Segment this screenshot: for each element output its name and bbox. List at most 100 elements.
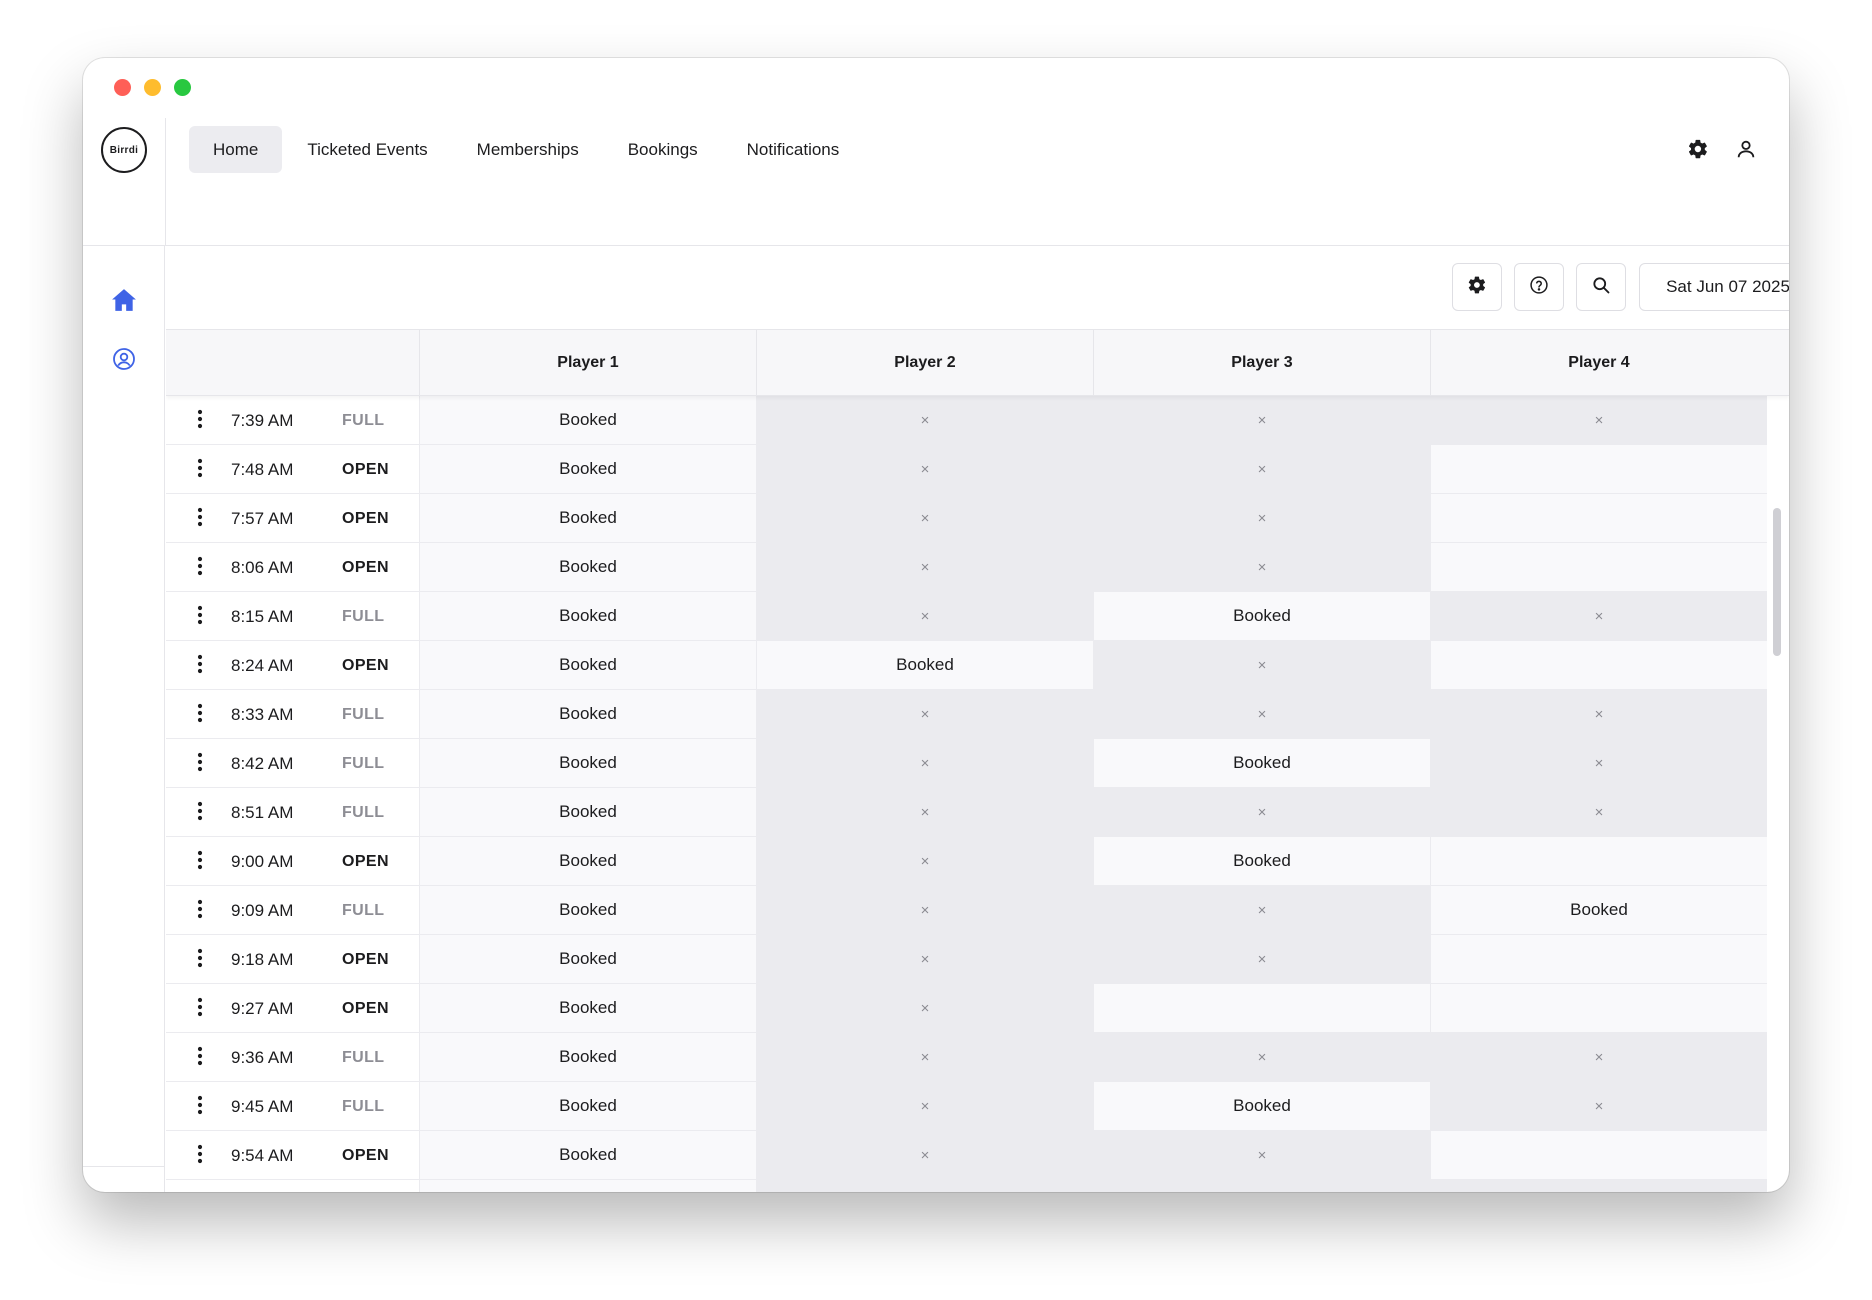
player-3-slot[interactable]: Booked xyxy=(1093,837,1430,886)
player-2-slot[interactable]: × xyxy=(756,1180,1093,1192)
player-4-slot[interactable]: × xyxy=(1430,690,1767,739)
grid-scrollbar[interactable] xyxy=(1773,508,1781,656)
zoom-window-button[interactable] xyxy=(174,79,191,96)
settings-button[interactable] xyxy=(1452,263,1502,311)
player-1-slot[interactable]: Booked xyxy=(419,886,756,935)
player-3-slot[interactable]: × xyxy=(1093,1033,1430,1082)
search-button[interactable] xyxy=(1576,263,1626,311)
player-3-slot[interactable]: × xyxy=(1093,641,1430,690)
more-vertical-icon[interactable] xyxy=(194,1142,206,1166)
player-2-slot[interactable]: × xyxy=(756,1082,1093,1131)
player-3-slot[interactable]: Booked xyxy=(1093,592,1430,641)
player-2-slot[interactable]: × xyxy=(756,1131,1093,1180)
player-2-slot[interactable]: × xyxy=(756,935,1093,984)
player-2-slot[interactable]: × xyxy=(756,788,1093,837)
player-3-slot[interactable]: × xyxy=(1093,445,1430,494)
more-vertical-icon[interactable] xyxy=(194,603,206,627)
player-3-slot[interactable]: × xyxy=(1093,543,1430,592)
tab-ticketed-events[interactable]: Ticketed Events xyxy=(307,139,428,159)
tee-time-row[interactable]: 8:15 AM FULL Booked × Booked × xyxy=(166,592,1789,641)
tee-time-row[interactable]: 7:39 AM FULL Booked × × × xyxy=(166,396,1789,445)
player-1-slot[interactable]: Booked xyxy=(419,445,756,494)
tee-time-row[interactable]: 9:09 AM FULL Booked × × Booked xyxy=(166,886,1789,935)
player-1-slot[interactable]: Booked xyxy=(419,837,756,886)
player-3-slot[interactable]: × xyxy=(1093,886,1430,935)
more-vertical-icon[interactable] xyxy=(194,848,206,872)
tee-time-row[interactable]: 8:24 AM OPEN Booked Booked × xyxy=(166,641,1789,690)
player-4-slot[interactable]: × xyxy=(1430,592,1767,641)
player-1-slot[interactable]: Booked xyxy=(419,396,756,445)
tee-time-row[interactable]: 9:45 AM FULL Booked × Booked × xyxy=(166,1082,1789,1131)
more-vertical-icon[interactable] xyxy=(194,1093,206,1117)
player-1-slot[interactable]: Booked xyxy=(419,935,756,984)
tab-memberships[interactable]: Memberships xyxy=(476,139,579,159)
player-4-slot[interactable] xyxy=(1430,984,1767,1033)
player-1-slot[interactable]: Booked xyxy=(419,984,756,1033)
player-2-slot[interactable]: × xyxy=(756,543,1093,592)
more-vertical-icon[interactable] xyxy=(194,456,206,480)
player-1-slot[interactable]: Booked xyxy=(419,1082,756,1131)
player-4-slot[interactable] xyxy=(1430,837,1767,886)
tee-time-row[interactable]: 7:57 AM OPEN Booked × × xyxy=(166,494,1789,543)
player-3-slot[interactable] xyxy=(1093,984,1430,1033)
player-3-slot[interactable]: × xyxy=(1093,788,1430,837)
player-1-slot[interactable]: Booked xyxy=(419,494,756,543)
user-icon[interactable] xyxy=(1733,136,1759,162)
tee-time-row[interactable]: 7:48 AM OPEN Booked × × xyxy=(166,445,1789,494)
player-4-slot[interactable]: × xyxy=(1430,1180,1767,1192)
more-vertical-icon[interactable] xyxy=(194,1044,206,1068)
player-4-slot[interactable]: × xyxy=(1430,788,1767,837)
player-3-slot[interactable]: × xyxy=(1093,494,1430,543)
more-vertical-icon[interactable] xyxy=(194,701,206,725)
player-3-slot[interactable]: × xyxy=(1093,935,1430,984)
player-1-slot[interactable]: Booked xyxy=(419,1180,756,1192)
player-2-slot[interactable]: × xyxy=(756,396,1093,445)
more-vertical-icon[interactable] xyxy=(194,505,206,529)
user-circle-icon[interactable] xyxy=(110,345,138,373)
player-4-slot[interactable]: × xyxy=(1430,739,1767,788)
more-vertical-icon[interactable] xyxy=(194,995,206,1019)
player-4-slot[interactable] xyxy=(1430,494,1767,543)
more-vertical-icon[interactable] xyxy=(194,946,206,970)
player-2-slot[interactable]: × xyxy=(756,494,1093,543)
player-1-slot[interactable]: Booked xyxy=(419,592,756,641)
gear-icon[interactable] xyxy=(1685,136,1711,162)
player-2-slot[interactable]: × xyxy=(756,445,1093,494)
player-3-slot[interactable]: × xyxy=(1093,396,1430,445)
tee-time-row[interactable]: 8:06 AM OPEN Booked × × xyxy=(166,543,1789,592)
player-2-slot[interactable]: × xyxy=(756,886,1093,935)
more-vertical-icon[interactable] xyxy=(194,1191,206,1192)
player-2-slot[interactable]: × xyxy=(756,1033,1093,1082)
player-4-slot[interactable] xyxy=(1430,641,1767,690)
player-2-slot[interactable]: × xyxy=(756,984,1093,1033)
tee-time-row[interactable]: 9:54 AM OPEN Booked × × xyxy=(166,1131,1789,1180)
player-3-slot[interactable]: Booked xyxy=(1093,1082,1430,1131)
player-1-slot[interactable]: Booked xyxy=(419,690,756,739)
player-3-slot[interactable]: × xyxy=(1093,1131,1430,1180)
player-4-slot[interactable]: Booked xyxy=(1430,886,1767,935)
close-window-button[interactable] xyxy=(114,79,131,96)
player-3-slot[interactable]: Booked xyxy=(1093,739,1430,788)
birrdi-logo[interactable]: Birrdi xyxy=(101,127,147,173)
tab-bookings[interactable]: Bookings xyxy=(627,139,698,159)
tee-time-row[interactable]: 8:51 AM FULL Booked × × × xyxy=(166,788,1789,837)
tee-time-row[interactable]: 8:42 AM FULL Booked × Booked × xyxy=(166,739,1789,788)
player-1-slot[interactable]: Booked xyxy=(419,641,756,690)
player-2-slot[interactable]: Booked xyxy=(756,641,1093,690)
more-vertical-icon[interactable] xyxy=(194,554,206,578)
player-4-slot[interactable]: × xyxy=(1430,1082,1767,1131)
more-vertical-icon[interactable] xyxy=(194,407,206,431)
tee-time-row[interactable]: 9:27 AM OPEN Booked × xyxy=(166,984,1789,1033)
player-3-slot[interactable]: × xyxy=(1093,690,1430,739)
player-4-slot[interactable]: × xyxy=(1430,396,1767,445)
player-2-slot[interactable]: × xyxy=(756,690,1093,739)
player-3-slot[interactable]: × xyxy=(1093,1180,1430,1192)
date-picker-button[interactable]: Sat Jun 07 2025 xyxy=(1639,263,1789,311)
player-1-slot[interactable]: Booked xyxy=(419,1131,756,1180)
tab-home[interactable]: Home xyxy=(189,126,283,173)
tee-time-row[interactable]: 8:33 AM FULL Booked × × × xyxy=(166,690,1789,739)
more-vertical-icon[interactable] xyxy=(194,897,206,921)
player-4-slot[interactable] xyxy=(1430,1131,1767,1180)
minimize-window-button[interactable] xyxy=(144,79,161,96)
